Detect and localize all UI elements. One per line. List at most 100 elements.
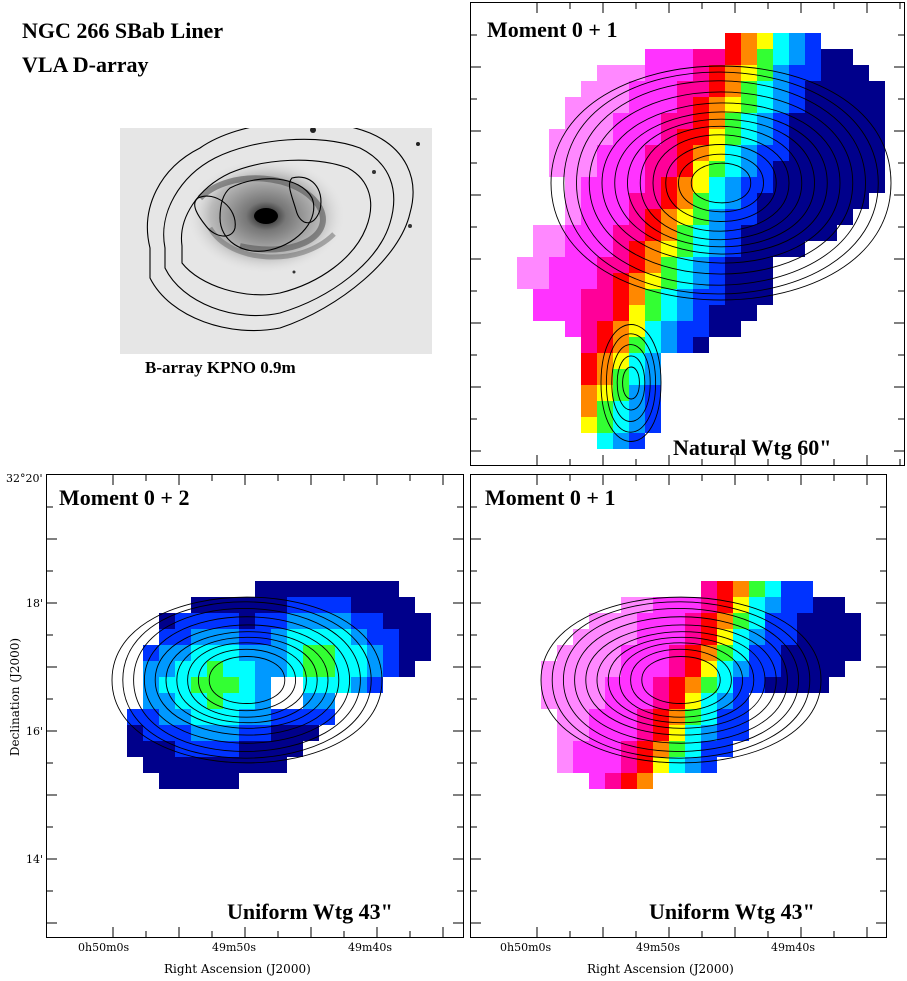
map-pixel xyxy=(271,661,287,677)
map-pixel xyxy=(629,177,645,193)
map-pixel xyxy=(741,49,757,65)
map-pixel xyxy=(565,145,581,161)
map-pixel xyxy=(757,145,773,161)
map-pixel xyxy=(853,145,869,161)
map-pixel xyxy=(709,113,725,129)
map-pixel xyxy=(677,113,693,129)
map-pixel xyxy=(621,757,637,773)
map-pixel xyxy=(853,193,869,209)
map-pixel xyxy=(733,661,749,677)
map-pixel xyxy=(701,741,717,757)
map-pixel xyxy=(287,709,303,725)
map-pixel xyxy=(837,129,853,145)
map-pixel xyxy=(223,629,239,645)
map-pixel xyxy=(629,257,645,273)
map-pixel xyxy=(239,597,255,613)
map-pixel xyxy=(709,97,725,113)
map-pixel xyxy=(629,225,645,241)
map-pixel xyxy=(813,629,829,645)
map-pixel xyxy=(255,661,271,677)
map-pixel xyxy=(303,597,319,613)
map-pixel xyxy=(335,581,351,597)
map-pixel xyxy=(589,757,605,773)
map-pixel xyxy=(837,49,853,65)
map-pixel xyxy=(581,273,597,289)
map-pixel xyxy=(175,693,191,709)
map-pixel xyxy=(797,661,813,677)
map-pixel xyxy=(781,629,797,645)
panel-bottom-left: Moment 0 + 2 Uniform Wtg 43" xyxy=(46,474,464,938)
map-pixel xyxy=(677,209,693,225)
map-pixel xyxy=(367,581,383,597)
array-subtitle: VLA D-array xyxy=(22,52,149,77)
map-pixel xyxy=(621,661,637,677)
map-pixel xyxy=(597,369,613,385)
map-pixel xyxy=(685,725,701,741)
map-pixel xyxy=(765,581,781,597)
map-pixel xyxy=(573,645,589,661)
map-pixel xyxy=(765,597,781,613)
map-pixel xyxy=(653,757,669,773)
map-pixel xyxy=(701,677,717,693)
map-pixel xyxy=(415,645,431,661)
map-pixel xyxy=(207,757,223,773)
map-pixel xyxy=(383,581,399,597)
map-pixel xyxy=(255,677,271,693)
map-pixel xyxy=(693,49,709,65)
map-pixel xyxy=(255,629,271,645)
map-pixel xyxy=(741,129,757,145)
map-pixel xyxy=(685,757,701,773)
map-pixel xyxy=(303,645,319,661)
map-pixel xyxy=(661,225,677,241)
map-pixel xyxy=(781,661,797,677)
map-pixel xyxy=(613,161,629,177)
map-pixel xyxy=(159,661,175,677)
map-pixel xyxy=(781,597,797,613)
map-pixel xyxy=(287,693,303,709)
map-pixel xyxy=(685,693,701,709)
map-pixel xyxy=(677,337,693,353)
map-pixel xyxy=(693,193,709,209)
map-pixel xyxy=(565,289,581,305)
map-pixel xyxy=(733,645,749,661)
map-pixel xyxy=(733,693,749,709)
map-pixel xyxy=(629,113,645,129)
map-pixel xyxy=(271,645,287,661)
map-pixel xyxy=(383,629,399,645)
map-pixel xyxy=(335,645,351,661)
map-pixel xyxy=(869,81,885,97)
map-pixel xyxy=(749,661,765,677)
map-pixel xyxy=(159,677,175,693)
map-pixel xyxy=(653,629,669,645)
map-pixel xyxy=(597,385,613,401)
map-pixel xyxy=(287,597,303,613)
map-pixel xyxy=(383,597,399,613)
velocity-pixels xyxy=(541,581,861,789)
map-pixel xyxy=(565,257,581,273)
map-pixel xyxy=(821,161,837,177)
map-pixel xyxy=(629,321,645,337)
map-pixel xyxy=(797,613,813,629)
map-pixel xyxy=(821,65,837,81)
map-pixel xyxy=(605,725,621,741)
map-pixel xyxy=(629,401,645,417)
velocity-pixels xyxy=(127,581,431,789)
panel-bottom-left-title: Moment 0 + 2 xyxy=(59,485,190,510)
panel-bottom-right: Moment 0 + 1 Uniform Wtg 43" xyxy=(470,474,887,938)
map-pixel xyxy=(797,581,813,597)
map-pixel xyxy=(175,629,191,645)
map-pixel xyxy=(685,661,701,677)
map-pixel xyxy=(869,177,885,193)
map-pixel xyxy=(661,241,677,257)
map-pixel xyxy=(143,757,159,773)
map-pixel xyxy=(613,369,629,385)
map-pixel xyxy=(661,257,677,273)
map-pixel xyxy=(741,305,757,321)
map-pixel xyxy=(613,353,629,369)
map-pixel xyxy=(549,241,565,257)
map-pixel xyxy=(693,289,709,305)
map-pixel xyxy=(581,193,597,209)
map-pixel xyxy=(637,725,653,741)
map-pixel xyxy=(191,645,207,661)
map-pixel xyxy=(805,225,821,241)
